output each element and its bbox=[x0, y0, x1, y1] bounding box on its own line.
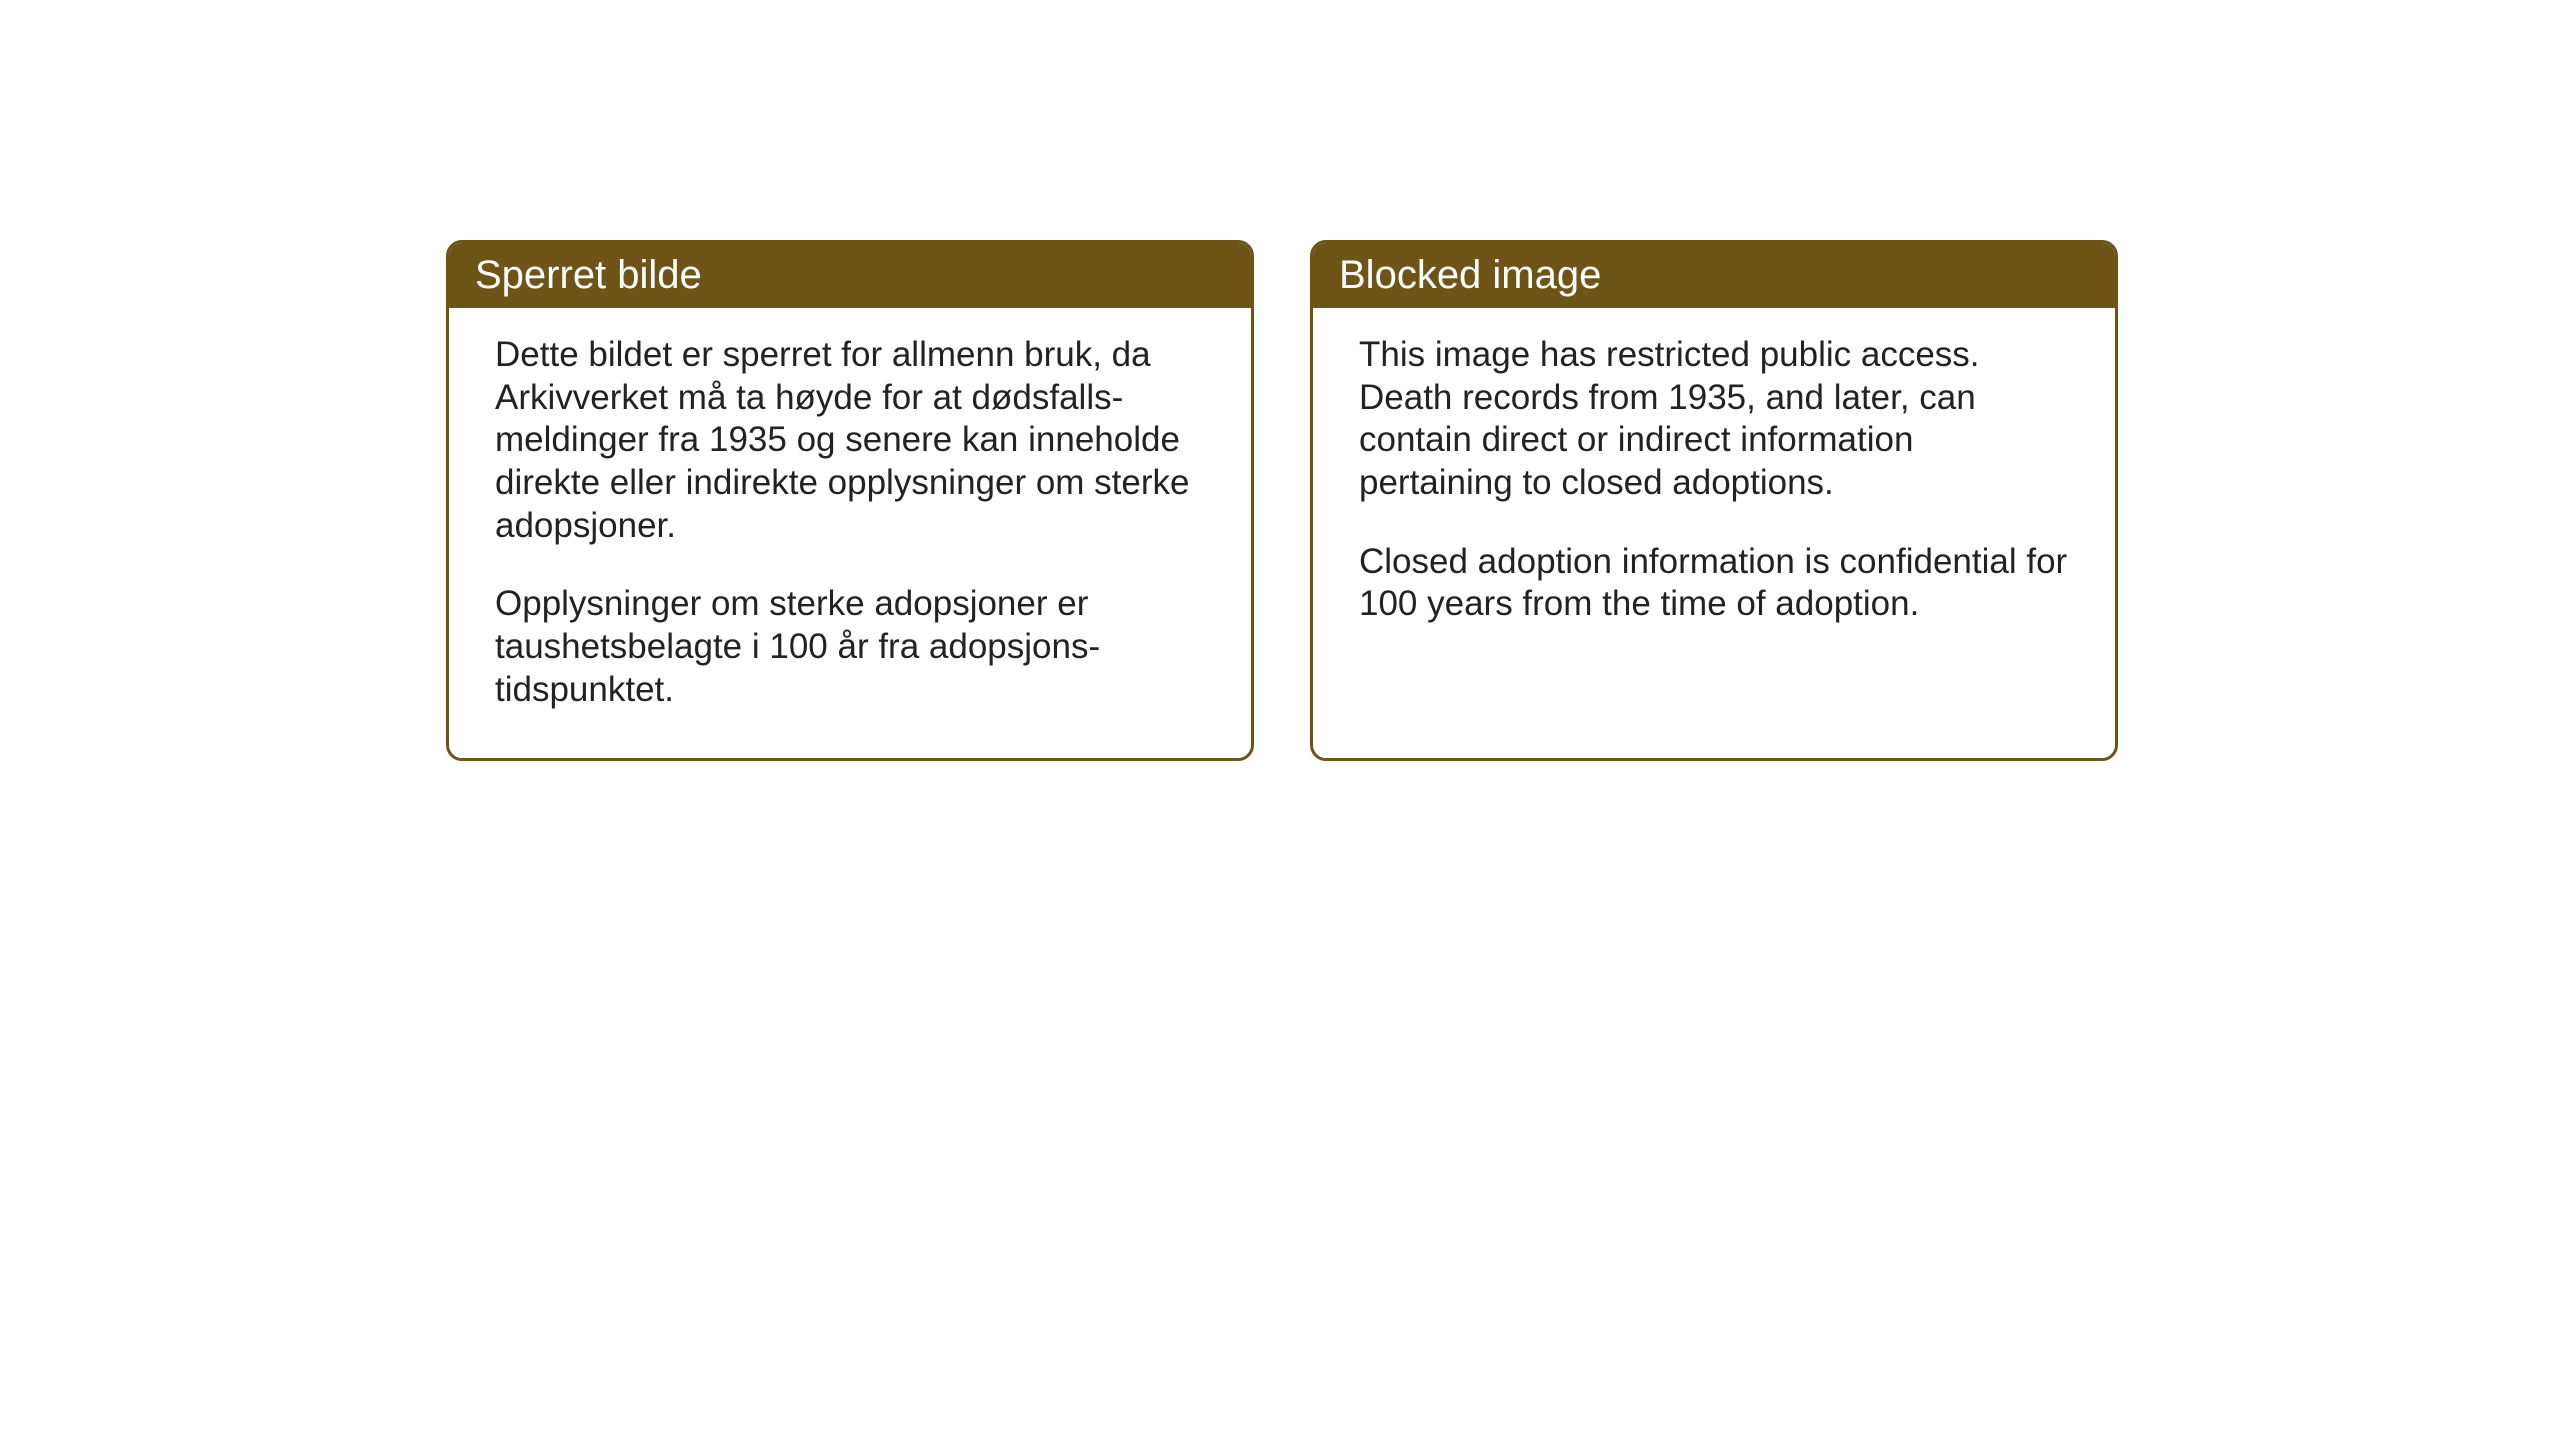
card-paragraph-2-norwegian: Opplysninger om sterke adopsjoner er tau… bbox=[495, 583, 1205, 711]
notice-card-english: Blocked image This image has restricted … bbox=[1310, 240, 2118, 761]
notice-card-norwegian: Sperret bilde Dette bildet er sperret fo… bbox=[446, 240, 1254, 761]
card-header-english: Blocked image bbox=[1313, 243, 2115, 308]
card-paragraph-1-english: This image has restricted public access.… bbox=[1359, 334, 2069, 505]
card-paragraph-2-english: Closed adoption information is confident… bbox=[1359, 541, 2069, 626]
notice-container: Sperret bilde Dette bildet er sperret fo… bbox=[446, 240, 2118, 761]
card-header-norwegian: Sperret bilde bbox=[449, 243, 1251, 308]
card-title-norwegian: Sperret bilde bbox=[475, 253, 702, 297]
card-body-english: This image has restricted public access.… bbox=[1313, 308, 2115, 672]
card-body-norwegian: Dette bildet er sperret for allmenn bruk… bbox=[449, 308, 1251, 758]
card-paragraph-1-norwegian: Dette bildet er sperret for allmenn bruk… bbox=[495, 334, 1205, 547]
card-title-english: Blocked image bbox=[1339, 253, 1601, 297]
